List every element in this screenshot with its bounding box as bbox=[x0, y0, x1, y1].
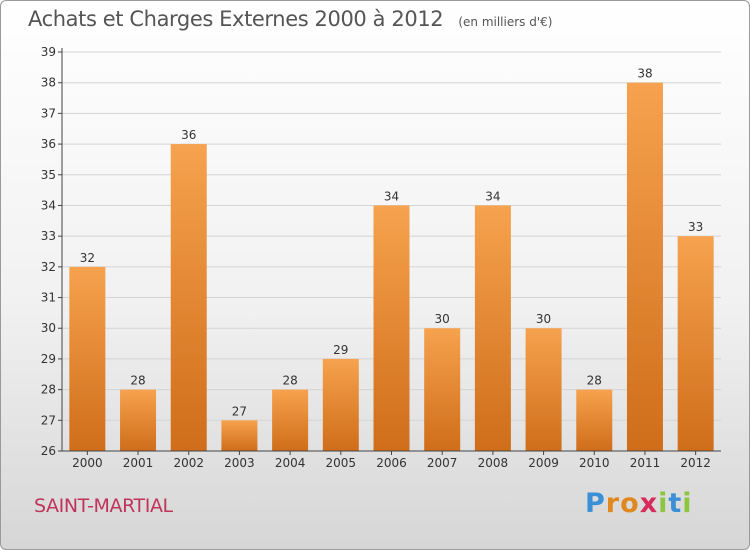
bar-2009 bbox=[525, 328, 562, 451]
x-tick-label: 2008 bbox=[478, 456, 509, 470]
x-tick-label: 2009 bbox=[528, 456, 559, 470]
y-tick-label: 30 bbox=[41, 321, 56, 335]
bar-2006 bbox=[373, 205, 410, 451]
y-tick-label: 34 bbox=[41, 198, 56, 212]
proxiti-logo: Proxiti bbox=[585, 488, 693, 519]
town-name: SAINT-MARTIAL bbox=[34, 495, 173, 517]
chart-unit: (en milliers d'€) bbox=[458, 15, 553, 29]
bar-2001 bbox=[120, 389, 157, 451]
y-tick-label: 39 bbox=[41, 45, 56, 59]
bar-value-label: 34 bbox=[485, 189, 500, 203]
bar-2005 bbox=[322, 358, 359, 451]
axes: 26 27 28 29 30 31 32 33 34 35 36 37 38 39 2000 2001 2002… bbox=[41, 45, 721, 470]
bar-2000 bbox=[69, 266, 106, 451]
brand-letter: P bbox=[585, 488, 606, 519]
x-tick-label: 2000 bbox=[72, 456, 103, 470]
x-tick-label: 2002 bbox=[173, 456, 204, 470]
chart-header: Achats et Charges Externes 2000 à 2012 (… bbox=[28, 7, 552, 31]
x-tick-label: 2003 bbox=[224, 456, 255, 470]
x-tick-label: 2005 bbox=[326, 456, 357, 470]
bar-2004 bbox=[272, 389, 309, 451]
chart-title: Achats et Charges Externes 2000 à 2012 bbox=[28, 7, 444, 31]
y-tick-label: 32 bbox=[41, 260, 56, 274]
bar-value-label: 29 bbox=[333, 343, 348, 357]
bar-value-label: 36 bbox=[181, 128, 196, 142]
x-tick-label: 2004 bbox=[275, 456, 306, 470]
y-tick-label: 29 bbox=[41, 352, 56, 366]
bar-value-label: 38 bbox=[637, 67, 652, 81]
x-tick-label: 2011 bbox=[630, 456, 661, 470]
bar-2010 bbox=[576, 389, 613, 451]
y-tick-label: 36 bbox=[41, 137, 56, 151]
bar-value-label: 28 bbox=[130, 374, 145, 388]
brand-letter: r bbox=[605, 488, 621, 519]
x-tick-label: 2007 bbox=[427, 456, 458, 470]
brand-letter: i bbox=[682, 488, 693, 519]
x-tick-label: 2010 bbox=[579, 456, 610, 470]
bar-2008 bbox=[474, 205, 511, 451]
y-tick-label: 26 bbox=[41, 444, 56, 458]
x-tick-label: 2001 bbox=[123, 456, 154, 470]
brand-letter: t bbox=[668, 488, 683, 519]
bar-2007 bbox=[424, 328, 461, 451]
brand-letter: o bbox=[620, 488, 640, 519]
bar-2011 bbox=[626, 82, 663, 451]
y-tick-label: 28 bbox=[41, 383, 56, 397]
bar-2012 bbox=[677, 236, 714, 451]
y-tick-label: 27 bbox=[41, 413, 56, 427]
bar-value-label: 30 bbox=[536, 312, 551, 326]
bar-2003 bbox=[221, 420, 258, 451]
x-tick-label: 2006 bbox=[376, 456, 407, 470]
bar-2002 bbox=[170, 144, 207, 452]
bar-value-label: 27 bbox=[232, 404, 247, 418]
y-tick-label: 37 bbox=[41, 106, 56, 120]
brand-letter: x bbox=[639, 488, 659, 519]
y-tick-label: 31 bbox=[41, 291, 56, 305]
bar-value-label: 34 bbox=[384, 189, 399, 203]
brand-letter: i bbox=[658, 488, 669, 519]
y-tick-label: 35 bbox=[41, 168, 56, 182]
bar-value-label: 30 bbox=[435, 312, 450, 326]
bar-value-label: 32 bbox=[80, 251, 95, 265]
bar-value-label: 28 bbox=[282, 374, 297, 388]
y-tick-label: 33 bbox=[41, 229, 56, 243]
x-tick-label: 2012 bbox=[680, 456, 711, 470]
bars: 32 28 36 27 28 29 34 30 34 30 28 38 33 bbox=[69, 67, 714, 452]
bar-value-label: 28 bbox=[587, 374, 602, 388]
bar-value-label: 33 bbox=[688, 220, 703, 234]
y-tick-label: 38 bbox=[41, 76, 56, 90]
